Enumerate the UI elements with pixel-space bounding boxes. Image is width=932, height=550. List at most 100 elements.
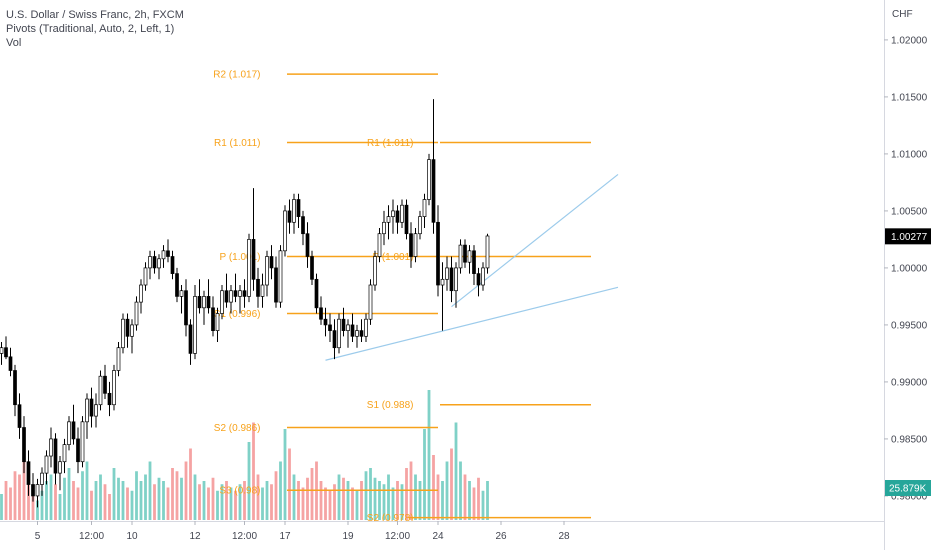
- candle-body: [143, 267, 148, 286]
- volume-bar: [4, 481, 8, 520]
- volume-bar: [216, 490, 219, 520]
- time-tick-label: 12:00: [79, 531, 104, 542]
- price-tick-label: 0.98000: [891, 491, 928, 502]
- candle-body: [427, 159, 431, 200]
- volume-bar: [427, 390, 431, 520]
- volume-bar: [450, 448, 453, 520]
- pivot-lines: R2 (1.017) R1 (1.011) P (1.001) S1 (0.996) S…: [213, 70, 591, 524]
- candle-body: [0, 347, 4, 354]
- volume-bar: [328, 490, 332, 520]
- volume-bar: [319, 481, 323, 520]
- candle-body: [107, 392, 112, 406]
- price-tick-label: 0.98500: [891, 434, 928, 445]
- volume-bar: [202, 481, 206, 520]
- pivot-label: S3 (0.98): [219, 486, 260, 497]
- candle-body: [22, 427, 26, 463]
- time-tick-label: 5: [35, 531, 41, 542]
- volume-bar: [270, 484, 273, 520]
- candle-body: [260, 284, 265, 297]
- volume-bar: [72, 481, 75, 520]
- volume-bar: [207, 487, 210, 520]
- last-price-label: 1.00277: [891, 232, 928, 243]
- volume-bar: [18, 474, 21, 520]
- volume-bar: [58, 494, 62, 520]
- volume-bar: [184, 461, 188, 520]
- pivot-label: S2 (0.978): [367, 513, 414, 524]
- volume-bar: [67, 468, 71, 520]
- volume-indicator-label[interactable]: Vol: [6, 37, 22, 49]
- candle-body: [377, 233, 382, 257]
- last-volume-badge: [885, 480, 931, 496]
- candle-body: [31, 484, 35, 497]
- symbol-title[interactable]: U.S. Dollar / Swiss Franc, 2h, FXCM: [6, 9, 184, 21]
- pivot-label: P (1.001): [373, 252, 414, 263]
- candle-body: [193, 296, 197, 354]
- candle-body: [139, 284, 143, 303]
- candle-body: [364, 318, 368, 337]
- volume-bar: [193, 474, 197, 520]
- volume-bar: [445, 461, 449, 520]
- price-axis: CHF 1.02000 1.01500 1.01000 1.00500 1.00000 0.…: [884, 0, 932, 550]
- volume-bar: [144, 474, 147, 520]
- candle-body: [152, 256, 157, 269]
- time-axis-bg: [0, 521, 884, 550]
- candle-body: [224, 290, 229, 303]
- time-axis: 5 12:00 10 12 12:00 17 19 12:00 24 26 28: [0, 521, 884, 550]
- candle-body: [211, 307, 215, 331]
- volume-bar: [378, 481, 381, 520]
- candle-body: [67, 421, 71, 445]
- candle-body: [350, 324, 355, 337]
- volume-bar: [333, 484, 336, 520]
- volume-bar: [153, 484, 156, 520]
- candle-body: [242, 290, 247, 297]
- candles: [0, 99, 490, 508]
- volume-bar: [121, 481, 125, 520]
- candle-body: [184, 290, 188, 326]
- volume-bar: [283, 429, 287, 520]
- pivots-indicator-label[interactable]: Pivots (Traditional, Auto, 2, Left, 1): [6, 23, 175, 35]
- candle-body: [157, 258, 161, 269]
- candle-body: [341, 318, 346, 331]
- candle-body: [395, 210, 400, 223]
- candle-body: [215, 313, 220, 331]
- volume-bar: [459, 461, 462, 520]
- volume-bar: [229, 487, 233, 520]
- candle-body: [359, 330, 364, 337]
- pivot-label: S1 (0.988): [367, 400, 414, 411]
- price-tick-label: 1.00000: [891, 263, 928, 274]
- chart-legend: U.S. Dollar / Swiss Franc, 2h, FXCM Pivo…: [6, 8, 184, 50]
- candle-body: [166, 250, 170, 257]
- candle-body: [382, 221, 386, 235]
- candle-body: [346, 324, 350, 331]
- volume-bar: [472, 487, 476, 520]
- candle-body: [391, 210, 395, 217]
- volume-bar: [36, 500, 39, 520]
- volume-bar: [63, 477, 66, 520]
- volume-bar: [103, 484, 107, 520]
- candle-body: [409, 233, 413, 257]
- candle-body: [418, 216, 422, 235]
- volume-bar: [324, 487, 327, 520]
- candle-body: [422, 199, 427, 217]
- volume-bar: [369, 468, 372, 520]
- candle-body: [368, 284, 373, 320]
- volume-bar: [382, 484, 386, 520]
- volume-bar: [310, 468, 314, 520]
- candle-body: [472, 250, 476, 274]
- candle-body: [26, 461, 31, 485]
- candle-body: [292, 199, 296, 223]
- price-tick-label: 1.01500: [891, 92, 928, 103]
- candle-body: [229, 290, 233, 303]
- time-tick-label: 19: [342, 531, 354, 542]
- volume-bar: [436, 474, 440, 520]
- volume-bar: [90, 490, 93, 520]
- candle-body: [332, 330, 337, 349]
- trendline: [451, 173, 619, 308]
- volume-bar: [252, 422, 255, 520]
- candle-body: [35, 484, 40, 497]
- time-tick-label: 12:00: [385, 531, 410, 542]
- volume-bar: [54, 484, 57, 520]
- candle-body: [179, 290, 184, 297]
- volume-bar: [189, 448, 192, 520]
